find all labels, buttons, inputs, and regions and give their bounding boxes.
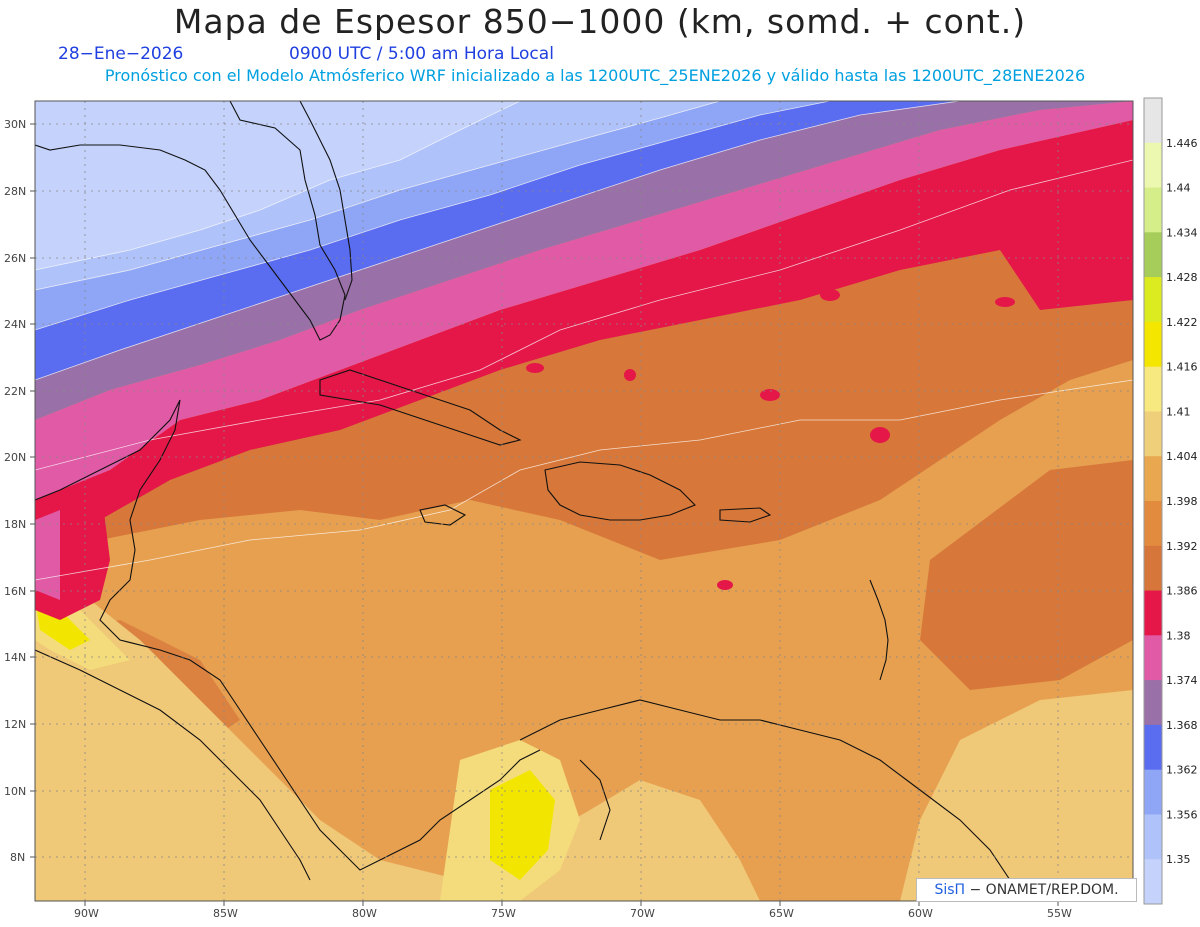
colorbar-swatch [1144,590,1162,636]
lon-label: 90W [74,907,99,920]
colorbar-swatch [1144,545,1162,592]
colorbar-label: 1.35 [1166,853,1191,866]
colorbar-swatch [1144,680,1162,726]
contour-1392-east [920,460,1133,690]
contour-lines [35,101,1133,581]
time-label: 0900 UTC / 5:00 am Hora Local [289,44,554,64]
lat-label: 30N [4,118,26,131]
contour-1380-west [35,510,60,600]
colorbar-label: 1.356 [1166,808,1198,821]
colorbar: 1.446 1.44 1.434 1.428 1.422 1.416 1.41 1.404 1.… [1143,97,1198,905]
forecast-label: Pronóstico con el Modelo Atmósferico WRF… [104,66,1086,85]
colorbar-swatch [1144,277,1162,323]
colorbar-label: 1.434 [1166,226,1198,239]
colorbar-label: 1.428 [1166,271,1198,284]
map-frame [34,100,1134,902]
colorbar-swatch [1144,142,1162,189]
lat-label: 28N [4,185,26,198]
colorbar-label: 1.386 [1166,585,1198,598]
date-label: 28−Ene−2026 [58,44,184,64]
colorbar-label: 1.368 [1166,719,1198,732]
thickness-field [35,101,1133,901]
local-maxima [526,289,1015,590]
colorbar-swatch [1144,859,1162,905]
coastlines [35,101,1021,901]
contour-1380 [35,101,1133,500]
lat-label: 10N [4,785,26,798]
map-title: Mapa de Espesor 850−1000 (km, somd. + co… [173,2,1027,41]
colorbar-label: 1.41 [1166,405,1191,418]
lon-label: 65W [769,907,794,920]
contour-1386 [35,120,1133,540]
colorbar-label: 1.374 [1166,674,1198,687]
lon-label: 85W [213,907,238,920]
colorbar-swatch [1144,232,1162,278]
colorbar-swatch [1144,321,1162,368]
colorbar-label: 1.392 [1166,540,1198,553]
lat-label: 20N [4,451,26,464]
lat-label: 16N [4,585,26,598]
graticule [35,101,1133,901]
colorbar-label: 1.38 [1166,629,1191,642]
sis-logo: SisΠ [934,882,966,898]
credit-box: SisΠ − ONAMET/REP.DOM. [916,878,1137,902]
colorbar-label: 1.398 [1166,495,1198,508]
colorbar-label: 1.44 [1166,182,1191,195]
colorbar-swatch [1144,366,1162,412]
lat-label: 26N [4,252,26,265]
colorbar-swatch [1144,724,1162,771]
latitude-axis: 30N 28N 26N 24N 22N 20N 18N 16N 14N 12N … [4,118,35,864]
colorbar-label: 1.422 [1166,316,1198,329]
lat-label: 8N [10,851,25,864]
colorbar-frame [1143,97,1163,905]
contour-1416 [490,770,555,880]
lon-label: 75W [491,907,516,920]
lat-label: 12N [4,718,26,731]
lon-label: 70W [630,907,655,920]
colorbar-label: 1.362 [1166,764,1198,777]
colorbar-label: 1.446 [1166,137,1198,150]
colorbar-swatch [1144,187,1162,233]
colorbar-label: 1.416 [1166,361,1198,374]
colorbar-swatch [1144,501,1162,547]
lat-label: 14N [4,651,26,664]
lon-label: 80W [352,907,377,920]
contour-1350 [35,101,520,270]
colorbar-label: 1.404 [1166,450,1198,463]
colorbar-swatch [1144,456,1162,502]
colorbar-swatch [1144,769,1162,815]
colorbar-swatch [1144,411,1162,457]
lon-label: 55W [1047,907,1072,920]
credit-text: − ONAMET/REP.DOM. [969,882,1119,898]
colorbar-swatch [1144,635,1162,681]
colorbar-swatch [1144,98,1162,144]
lat-label: 22N [4,385,26,398]
contour-1404-east [900,690,1133,901]
colorbar-swatch [1144,814,1162,860]
lat-label: 18N [4,518,26,531]
longitude-axis: 90W 85W 80W 75W 70W 65W 60W 55W [74,901,1072,920]
lon-label: 60W [908,907,933,920]
lat-label: 24N [4,318,26,331]
